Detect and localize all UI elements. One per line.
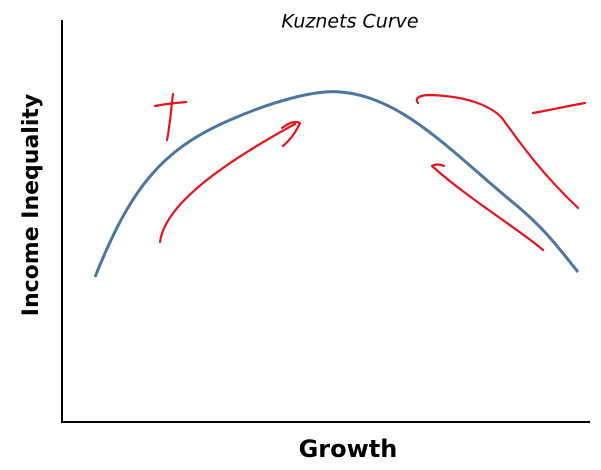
- title: Kuznets Curve: [281, 11, 418, 33]
- plus-sign: [153, 92, 188, 142]
- annotations: [153, 92, 587, 252]
- kuznets-curve: [93, 90, 580, 278]
- rising-arrow: [158, 120, 302, 244]
- y-axis-label: Income Inequality: [19, 94, 44, 316]
- falling-stroke: [415, 93, 580, 210]
- x-axis-label: Growth: [299, 435, 398, 463]
- minus-sign: [531, 101, 587, 115]
- falling-arrow: [430, 163, 545, 252]
